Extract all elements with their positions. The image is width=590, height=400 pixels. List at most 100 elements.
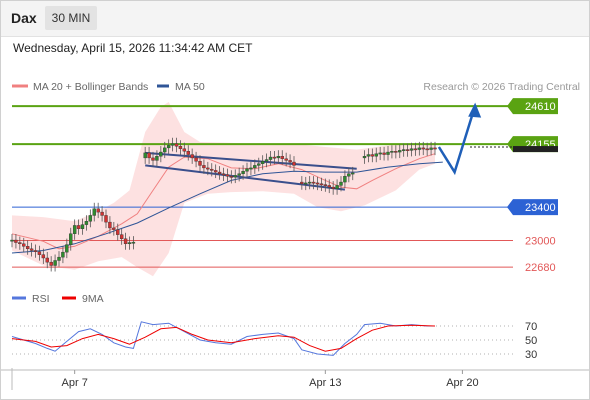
candle (92, 208, 96, 216)
candle (323, 184, 328, 186)
candle (45, 257, 49, 263)
candle (76, 225, 81, 229)
candle (245, 168, 249, 172)
candle (221, 173, 226, 176)
level-label-23000: 23000 (525, 235, 556, 247)
candle (104, 215, 108, 223)
candle (116, 229, 120, 235)
candle (304, 182, 308, 185)
candle (398, 150, 402, 153)
rsi-tick-30: 30 (525, 349, 537, 361)
candle (61, 251, 65, 258)
candle (143, 152, 147, 159)
symbol-label: Dax (11, 10, 37, 26)
candle (96, 208, 100, 213)
candle (280, 156, 284, 159)
channel-lower-line (145, 164, 346, 191)
candle (174, 143, 179, 147)
candle (339, 181, 343, 186)
candle (343, 176, 347, 183)
candle (53, 260, 57, 266)
candle (37, 251, 42, 255)
candle (249, 167, 253, 170)
candle (159, 151, 163, 157)
candle (327, 185, 331, 188)
candle (374, 153, 378, 157)
candle (401, 149, 406, 151)
candle (284, 158, 288, 161)
candle (225, 174, 230, 177)
candle (335, 185, 339, 189)
candle (108, 221, 112, 229)
candle (413, 148, 418, 151)
candle (429, 147, 433, 150)
candle (425, 148, 429, 151)
candle (233, 175, 237, 178)
candle (210, 168, 214, 171)
timeframe-button[interactable]: 30 MIN (45, 6, 97, 30)
candle (206, 167, 210, 170)
candle (300, 181, 304, 184)
level-tag-23400 (507, 199, 558, 216)
candle (351, 172, 355, 175)
level-label-22680: 22680 (525, 262, 556, 274)
legend-rsi-ma-label: 9MA (82, 293, 104, 305)
candle (405, 149, 410, 151)
candle (69, 233, 73, 245)
candle (268, 156, 273, 160)
candle (65, 244, 69, 253)
candle (112, 227, 116, 230)
candle (386, 151, 390, 155)
x-tick-label: Apr 7 (62, 377, 88, 389)
candle (331, 186, 335, 189)
candle (362, 156, 367, 159)
candle (88, 215, 93, 222)
level-label-24610: 24610 (525, 101, 556, 113)
scenario-arrow-head (468, 102, 482, 118)
candle (260, 161, 265, 164)
candle (119, 234, 124, 239)
candle (292, 161, 296, 166)
candle (311, 181, 316, 184)
rsi-ma-line (11, 324, 436, 352)
candle (382, 152, 386, 155)
candle (33, 250, 38, 252)
x-tick-label: Apr 20 (446, 377, 478, 389)
level-tag-24610 (507, 98, 558, 115)
candle (370, 154, 375, 157)
candle (155, 156, 159, 161)
chart-header (0, 0, 590, 37)
candle (25, 246, 30, 250)
candle (18, 242, 22, 245)
scenario-arrow (437, 108, 476, 176)
candle (257, 163, 261, 166)
channel-upper-line (145, 151, 357, 170)
candle (237, 173, 241, 176)
chart-datetime: Wednesday, April 15, 2026 11:34:42 AM CE… (13, 41, 253, 55)
candle (163, 147, 167, 153)
candle (57, 256, 61, 261)
x-tick-label: Apr 13 (309, 377, 341, 389)
candle (366, 154, 371, 157)
candle (72, 225, 77, 234)
copyright-label: Research © 2026 Trading Central (423, 81, 580, 93)
candle (229, 176, 234, 178)
bollinger-band (12, 102, 435, 277)
candle (29, 248, 34, 251)
candle (22, 243, 26, 247)
candle (409, 148, 414, 151)
candle (14, 239, 18, 243)
candle (41, 254, 46, 259)
candle (307, 181, 312, 184)
candle (378, 152, 382, 155)
candle (147, 152, 151, 159)
candle (319, 183, 324, 186)
candle (433, 147, 437, 150)
candle (182, 148, 187, 152)
candle (166, 145, 171, 149)
candle (194, 157, 198, 162)
candle (123, 238, 128, 245)
candle (264, 159, 269, 162)
candle (131, 241, 136, 244)
